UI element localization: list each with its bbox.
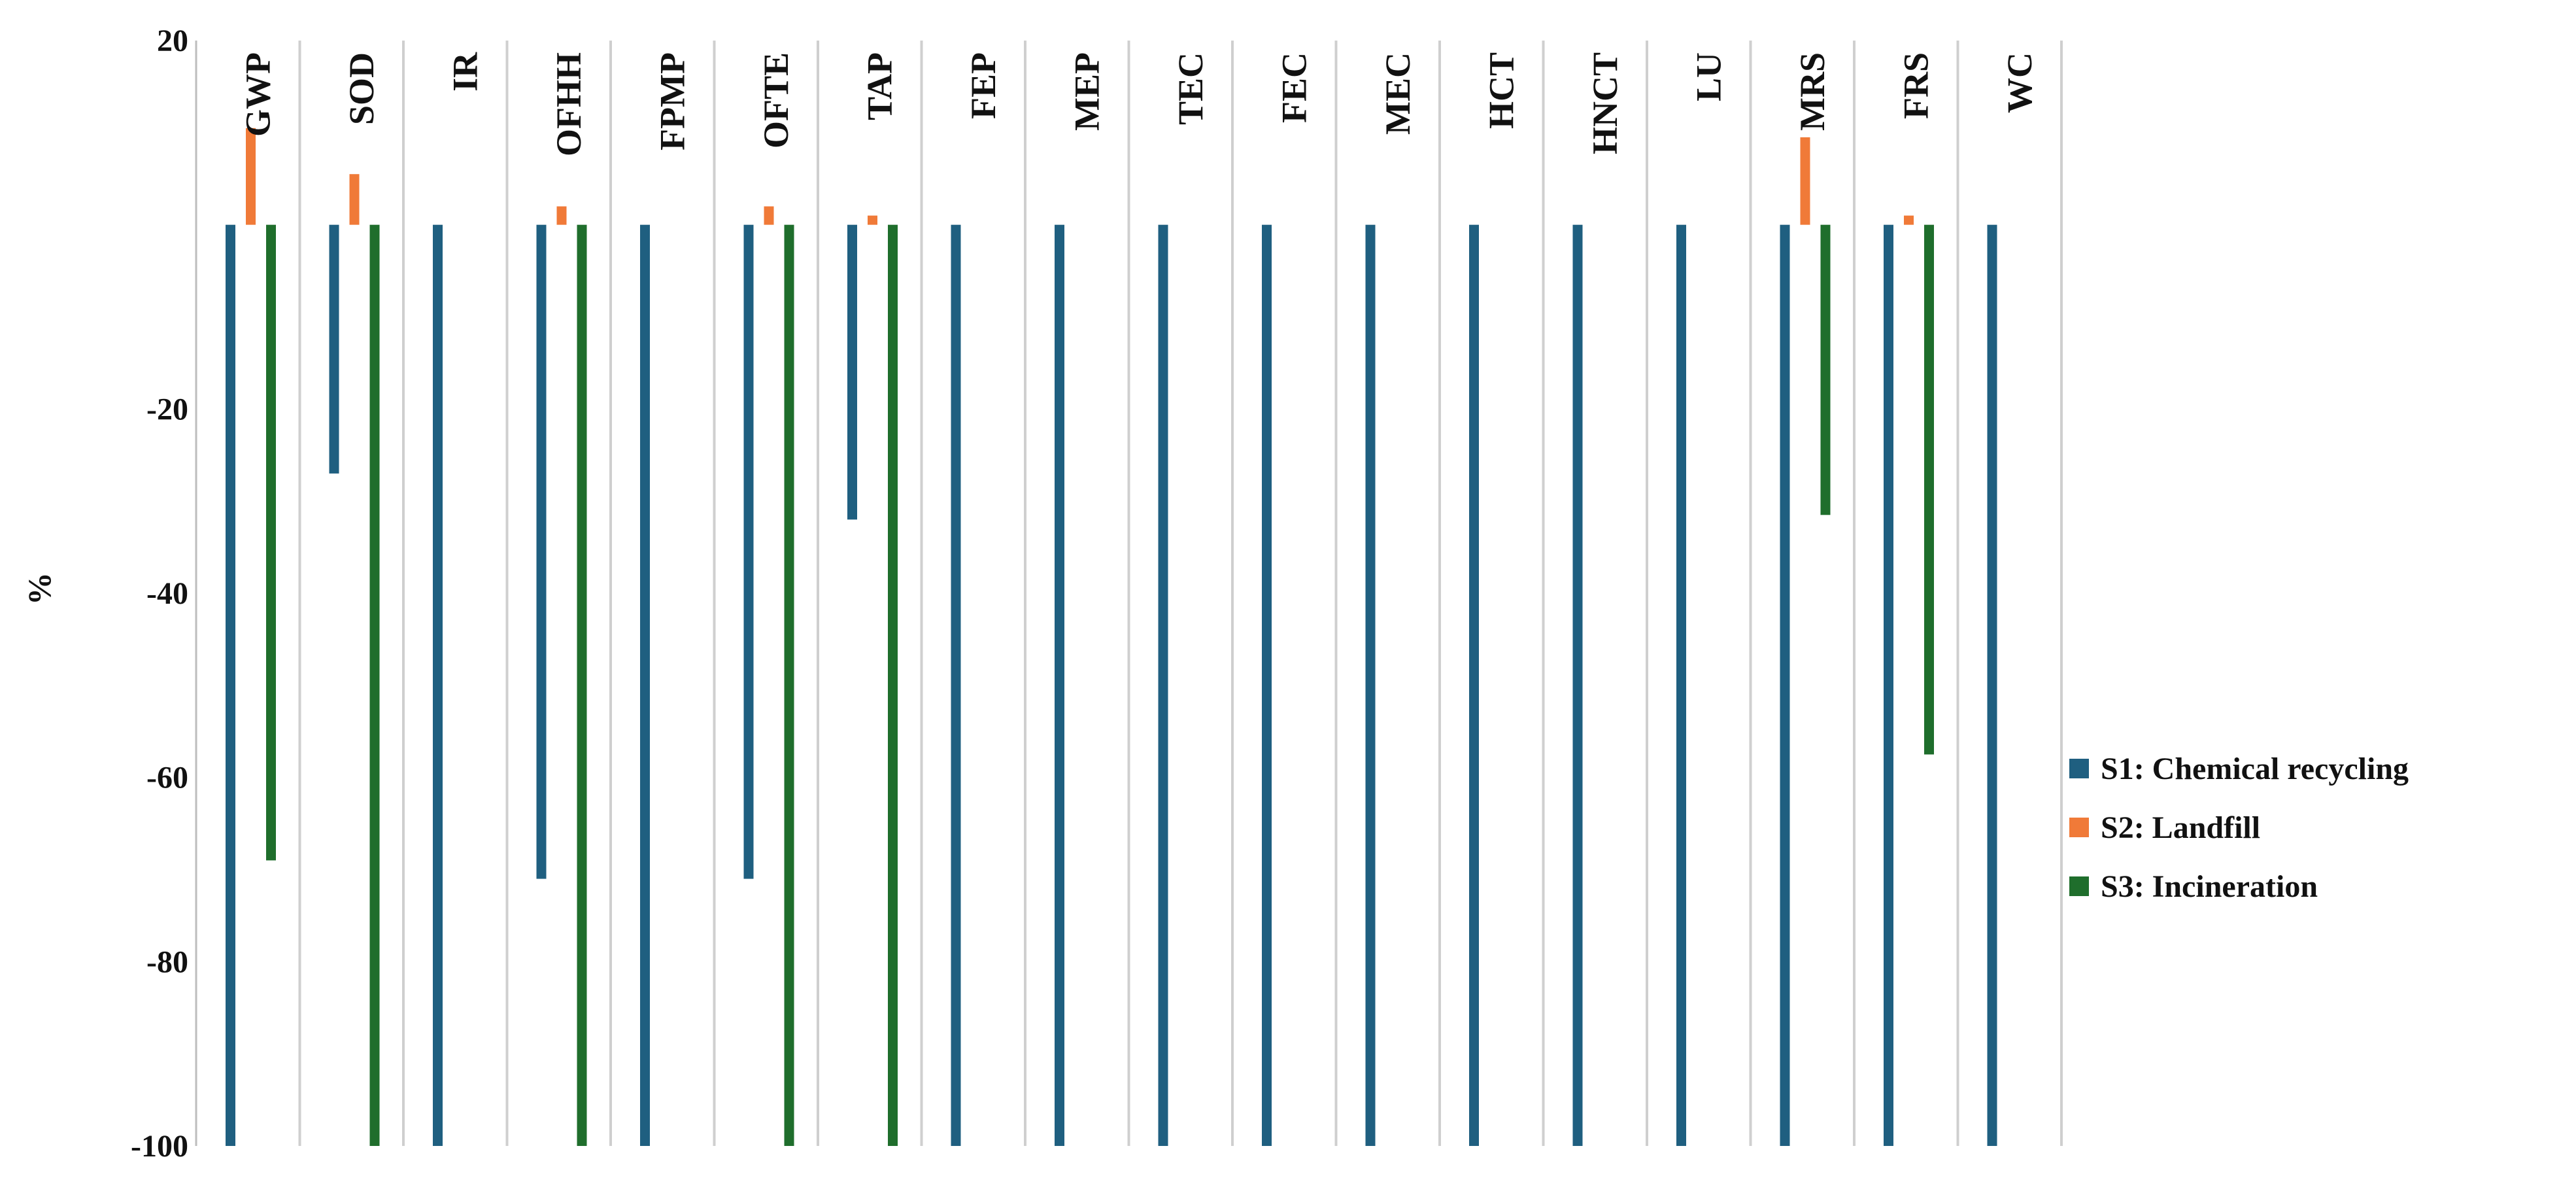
- bar-mrs-s3: [1820, 224, 1831, 515]
- bar-tap-s3: [888, 224, 898, 1147]
- legend-item-s2: S2: Landfill: [2069, 810, 2566, 845]
- bar-gwp-s1: [226, 224, 235, 1147]
- y-tick-label: 20: [157, 24, 188, 58]
- y-tick-label: -100: [131, 1129, 188, 1164]
- y-tick-label: -60: [146, 761, 188, 795]
- legend-item-s1: S1: Chemical recycling: [2069, 751, 2566, 786]
- bar-sod-s3: [369, 224, 380, 1147]
- bar-mep-s1: [1055, 224, 1064, 1147]
- legend-item-s3: S3: Incineration: [2069, 869, 2566, 904]
- bar-frs-s1: [1884, 224, 1893, 1147]
- category-label-lu: LU: [1689, 52, 1728, 101]
- category-label-ofhh: OFHH: [549, 52, 588, 156]
- bar-fep-s1: [951, 224, 961, 1147]
- category-label-tap: TAP: [860, 52, 899, 120]
- legend-label-s2: S2: Landfill: [2101, 810, 2261, 845]
- category-label-mrs: MRS: [1793, 52, 1832, 131]
- category-label-gwp: GWP: [238, 52, 277, 137]
- bar-ofhh-s1: [536, 224, 547, 879]
- bar-gwp-s2: [246, 128, 256, 225]
- y-tick-label: -40: [146, 576, 188, 611]
- y-tick-label: -20: [146, 392, 188, 426]
- legend-swatch-s1: [2069, 759, 2089, 778]
- bar-hnct-s1: [1572, 224, 1583, 1147]
- legend-label-s3: S3: Incineration: [2101, 869, 2318, 904]
- y-axis-label: %: [21, 572, 58, 605]
- category-label-wc: WC: [2000, 52, 2039, 113]
- legend: S1: Chemical recycling S2: Landfill S3: …: [2069, 752, 2566, 929]
- bar-ofte-s2: [764, 206, 774, 225]
- bar-tap-s1: [847, 224, 857, 520]
- bar-hct-s1: [1469, 224, 1479, 1147]
- bar-wc-s1: [1987, 224, 1997, 1147]
- bar-frs-s2: [1904, 215, 1914, 225]
- bar-fpmp-s1: [640, 224, 650, 1147]
- category-label-mec: MEC: [1378, 52, 1417, 135]
- bar-tap-s2: [868, 215, 877, 225]
- bar-ir-s1: [433, 224, 443, 1147]
- category-label-ir: IR: [445, 52, 484, 92]
- bar-mrs-s2: [1800, 137, 1810, 225]
- bar-gwp-s3: [266, 224, 276, 861]
- bar-ofhh-s3: [577, 224, 587, 1147]
- category-label-frs: FRS: [1896, 52, 1935, 119]
- category-label-tec: TEC: [1171, 52, 1210, 125]
- legend-swatch-s2: [2069, 818, 2089, 837]
- category-label-ofte: OFTE: [756, 52, 796, 148]
- bar-mec-s1: [1365, 224, 1376, 1147]
- bar-fec-s1: [1262, 224, 1272, 1147]
- category-label-hct: HCT: [1482, 52, 1521, 129]
- legend-label-s1: S1: Chemical recycling: [2101, 751, 2409, 786]
- bar-sod-s2: [349, 174, 360, 225]
- bar-ofhh-s2: [556, 206, 567, 225]
- bar-sod-s1: [329, 224, 339, 474]
- bar-mrs-s1: [1780, 224, 1790, 1147]
- category-label-fec: FEC: [1274, 52, 1313, 123]
- legend-swatch-s3: [2069, 876, 2089, 896]
- bar-frs-s3: [1924, 224, 1934, 755]
- bar-tec-s1: [1158, 224, 1168, 1147]
- category-label-sod: SOD: [342, 52, 381, 125]
- category-label-fep: FEP: [964, 52, 1003, 119]
- bar-lu-s1: [1676, 224, 1686, 1147]
- category-label-hnct: HNCT: [1585, 52, 1625, 154]
- bar-ofte-s1: [743, 224, 754, 879]
- category-label-mep: MEP: [1067, 52, 1106, 131]
- category-label-fpmp: FPMP: [652, 52, 692, 150]
- y-tick-label: -80: [146, 944, 188, 979]
- bar-ofte-s3: [784, 224, 794, 1147]
